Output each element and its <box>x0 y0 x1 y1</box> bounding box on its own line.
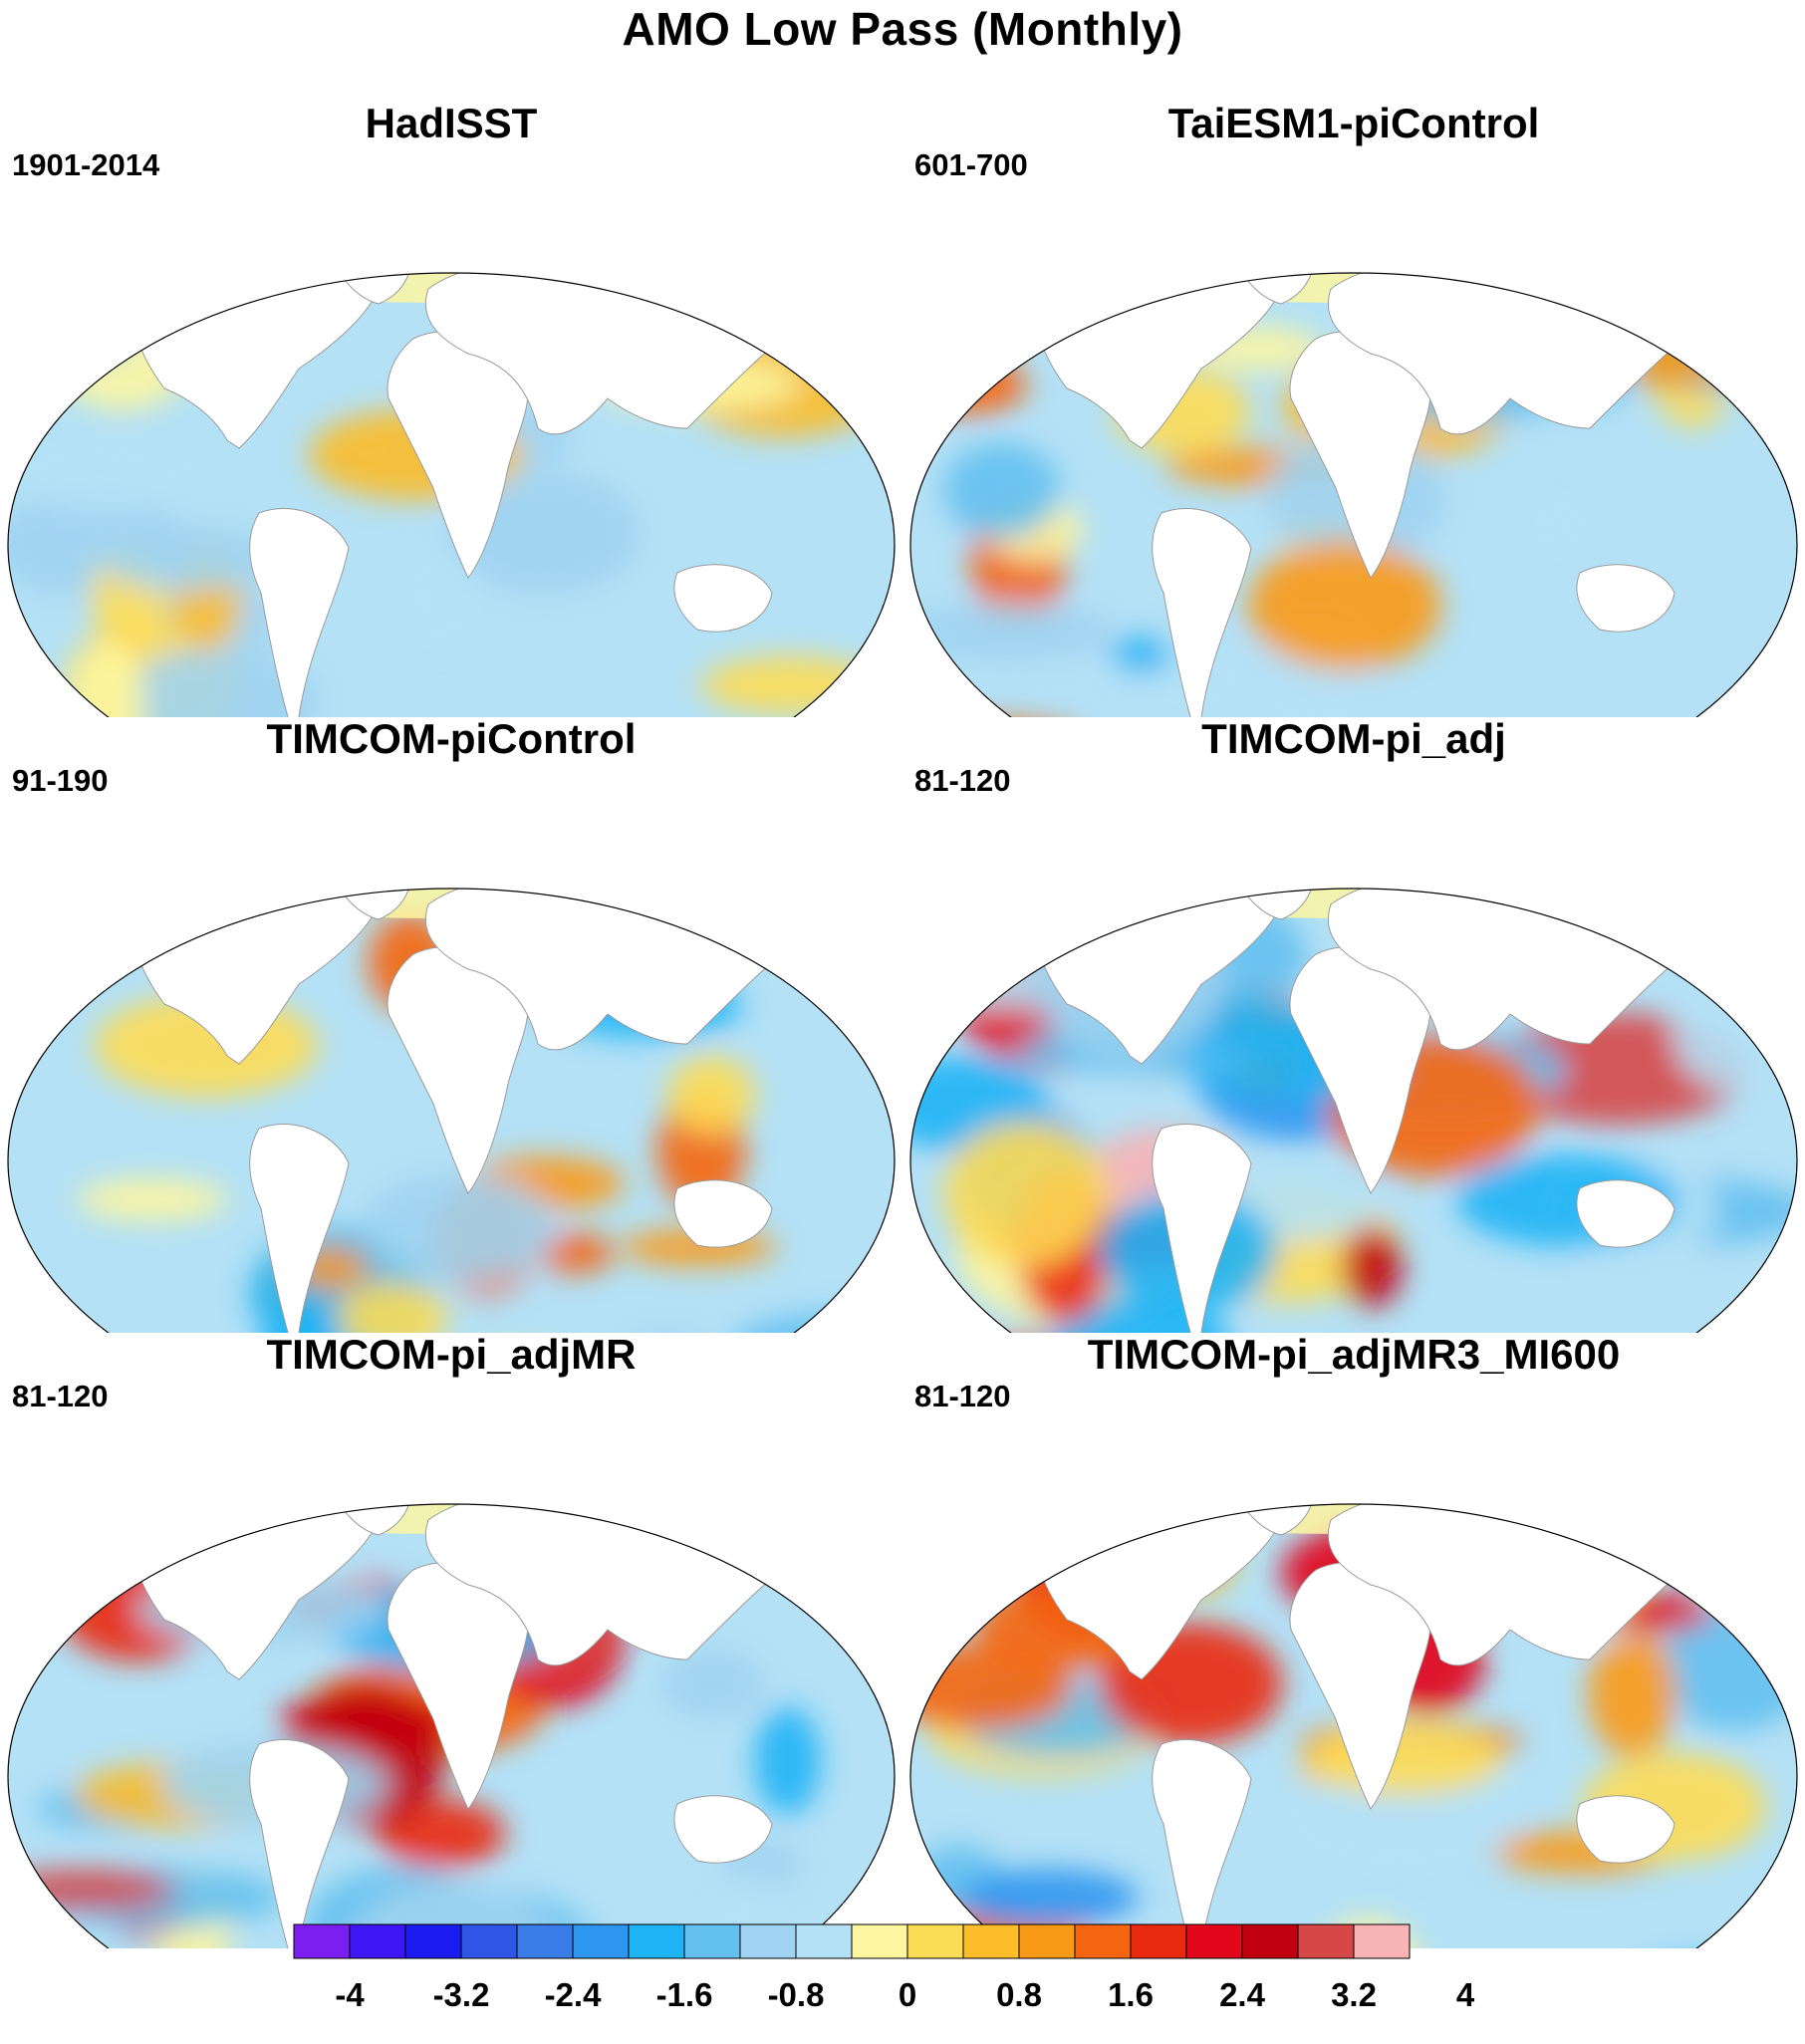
map-panel-3: TIMCOM-piControl 91-190 <box>0 715 902 1333</box>
colorbar-swatch <box>628 1923 685 1959</box>
colorbar: -4 -3.2 -2.4 -1.6 -0.8 0 0.8 1.6 2.4 3.2 4 <box>293 1923 1475 2013</box>
panel-period: 81-120 <box>12 1379 109 1413</box>
colorbar-swatch <box>851 1923 908 1959</box>
map-panel-6: TIMCOM-pi_adjMR3_MI600 81-120 <box>902 1331 1805 1948</box>
colorbar-tick-label: 0 <box>899 1976 916 2013</box>
colorbar-tick-label: 0.8 <box>996 1976 1042 2013</box>
colorbar-tick-label: -1.6 <box>656 1976 713 2013</box>
anomaly-field <box>8 889 895 1333</box>
panel-title: TIMCOM-piControl <box>266 715 637 762</box>
map-panel-4: TIMCOM-pi_adj 81-120 <box>902 715 1805 1333</box>
colorbar-swatch <box>1353 1923 1411 1959</box>
map-plot <box>7 888 896 1333</box>
colorbar-swatch <box>572 1923 630 1959</box>
panel-title: TIMCOM-pi_adjMR <box>266 1331 637 1378</box>
colorbar-tick-label: 1.6 <box>1108 1976 1154 2013</box>
map-plot <box>909 272 1798 717</box>
colorbar-swatch <box>404 1923 462 1959</box>
colorbar-swatch <box>1018 1923 1076 1959</box>
figure-title: AMO Low Pass (Monthly) <box>622 3 1183 55</box>
colorbar-swatch <box>1297 1923 1355 1959</box>
colorbar-swatch <box>1074 1923 1132 1959</box>
panel-period: 1901-2014 <box>12 147 160 182</box>
panel-period: 601-700 <box>914 147 1028 182</box>
colorbar-tick-label: -0.8 <box>768 1976 825 2013</box>
colorbar-tick-label: 3.2 <box>1331 1976 1377 2013</box>
anomaly-field <box>910 273 1797 717</box>
map-border <box>909 272 1798 717</box>
colorbar-swatch <box>962 1923 1020 1959</box>
colorbar-swatch <box>739 1923 797 1959</box>
map-plot <box>7 272 896 717</box>
panel-period: 81-120 <box>914 763 1011 798</box>
colorbar-swatch <box>460 1923 518 1959</box>
colorbar-swatch <box>683 1923 741 1959</box>
anomaly-field <box>8 273 895 717</box>
colorbar-swatch <box>349 1923 406 1959</box>
anomaly-field <box>910 1504 1797 1948</box>
colorbar-swatch <box>516 1923 574 1959</box>
colorbar-tick-label: 2.4 <box>1219 1976 1266 2013</box>
map-plot <box>909 888 1798 1333</box>
panel-title: HadISST <box>365 100 538 146</box>
colorbar-swatch <box>1130 1923 1187 1959</box>
panel-title: TIMCOM-pi_adjMR3_MI600 <box>1087 1331 1621 1378</box>
map-border <box>7 888 896 1333</box>
colorbar-tick-label: -2.4 <box>545 1976 603 2013</box>
anomaly-field <box>8 1504 895 1948</box>
panel-title: TIMCOM-pi_adj <box>1201 715 1506 762</box>
panel-period: 81-120 <box>914 1379 1011 1413</box>
colorbar-swatch <box>1241 1923 1299 1959</box>
map-plot <box>909 1503 1798 1948</box>
map-border <box>7 272 896 717</box>
panel-period: 91-190 <box>12 763 109 798</box>
map-panel-2: TaiESM1-piControl 601-700 <box>902 100 1805 717</box>
map-border <box>909 888 1798 1333</box>
map-border <box>7 1503 896 1948</box>
map-border <box>909 1503 1798 1948</box>
map-panel-5: TIMCOM-pi_adjMR 81-120 <box>0 1331 902 1948</box>
map-plot <box>7 1503 896 1948</box>
colorbar-swatch <box>1185 1923 1243 1959</box>
colorbar-swatch <box>293 1923 351 1959</box>
colorbar-swatch <box>795 1923 853 1959</box>
colorbar-tick-label: -3.2 <box>433 1976 490 2013</box>
colorbar-tick-label: -4 <box>335 1976 365 2013</box>
panel-title: TaiESM1-piControl <box>1167 100 1540 146</box>
colorbar-tick-label: 4 <box>1456 1976 1475 2013</box>
map-panel-1: HadISST 1901-2014 <box>0 100 902 717</box>
colorbar-swatch <box>906 1923 964 1959</box>
anomaly-field <box>910 889 1797 1333</box>
